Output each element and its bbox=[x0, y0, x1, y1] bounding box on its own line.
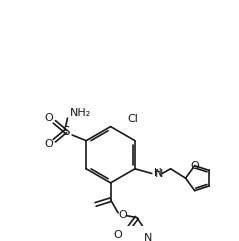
Text: N: N bbox=[144, 233, 152, 241]
Text: H: H bbox=[154, 168, 161, 179]
Text: O: O bbox=[44, 113, 53, 123]
Text: O: O bbox=[190, 161, 199, 171]
Text: O: O bbox=[44, 139, 53, 149]
Text: S: S bbox=[62, 125, 69, 138]
Text: O: O bbox=[114, 230, 122, 240]
Text: Cl: Cl bbox=[127, 114, 138, 124]
Text: O: O bbox=[118, 210, 127, 220]
Text: N: N bbox=[155, 169, 163, 179]
Text: NH₂: NH₂ bbox=[70, 108, 92, 119]
